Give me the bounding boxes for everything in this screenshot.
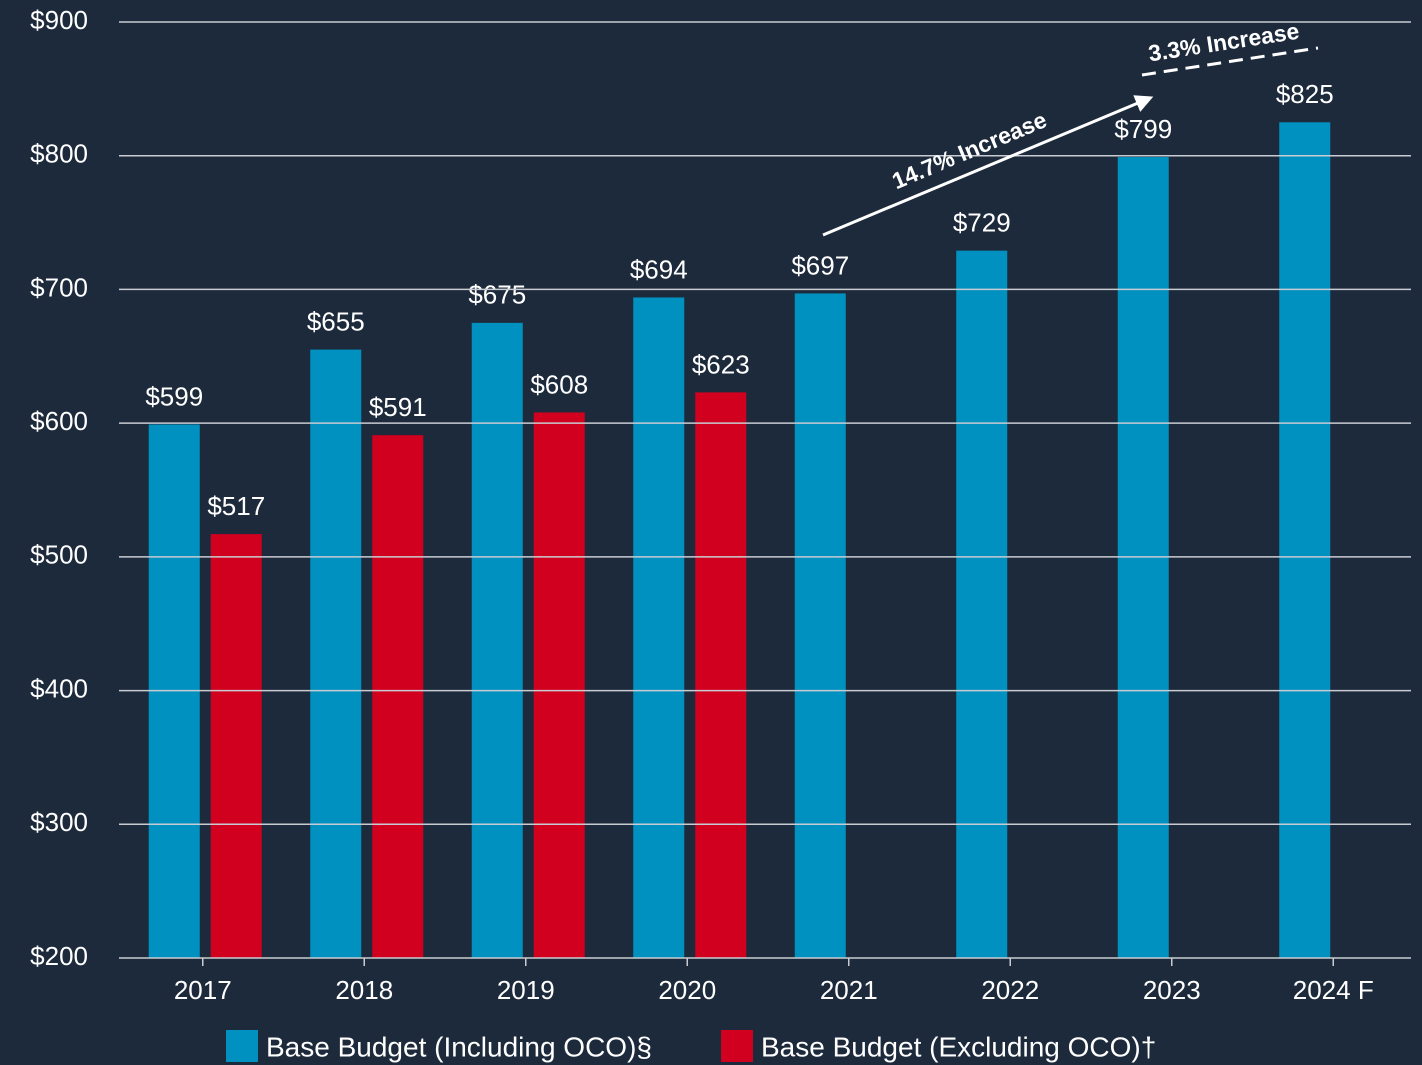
y-tick-label: $500: [30, 540, 88, 570]
bar: [956, 250, 1008, 958]
value-label: $517: [207, 491, 265, 521]
bar: [471, 322, 523, 958]
value-label: $799: [1114, 114, 1172, 144]
y-tick-label: $200: [30, 941, 88, 971]
y-tick-label: $600: [30, 406, 88, 436]
legend-swatch: [226, 1030, 258, 1062]
value-label: $825: [1276, 79, 1334, 109]
y-tick-label: $800: [30, 139, 88, 169]
y-tick-label: $700: [30, 272, 88, 302]
value-label: $608: [530, 369, 588, 399]
bar: [210, 534, 262, 958]
x-tick-label: 2022: [981, 975, 1039, 1005]
value-label: $623: [692, 349, 750, 379]
bar: [372, 435, 424, 959]
dashed-line: [1141, 46, 1319, 77]
bar: [794, 293, 846, 958]
x-tick-label: 2018: [335, 975, 393, 1005]
value-label: $729: [953, 208, 1011, 238]
y-tick-label: $400: [30, 673, 88, 703]
annotation: 3.3% Increase: [1147, 18, 1301, 67]
arrow: [822, 95, 1154, 237]
legend-label: Base Budget (Including OCO)§: [266, 1031, 652, 1062]
value-label: $655: [307, 306, 365, 336]
x-tick-label: 2023: [1143, 975, 1201, 1005]
value-label: $694: [630, 254, 688, 284]
y-tick-label: $300: [30, 807, 88, 837]
value-label: $675: [468, 280, 526, 310]
value-label: $591: [369, 392, 427, 422]
bar: [533, 412, 585, 959]
value-label: $697: [791, 250, 849, 280]
bar: [1279, 122, 1331, 959]
x-tick-label: 2021: [820, 975, 878, 1005]
bar: [633, 297, 685, 958]
bar: [310, 349, 362, 959]
x-tick-label: 2020: [658, 975, 716, 1005]
x-tick-label: 2019: [497, 975, 555, 1005]
legend-label: Base Budget (Excluding OCO)†: [761, 1031, 1156, 1062]
value-label: $599: [145, 381, 203, 411]
legend-swatch: [721, 1030, 753, 1062]
x-tick-label: 2024 F: [1293, 975, 1374, 1005]
x-tick-label: 2017: [174, 975, 232, 1005]
bar: [695, 392, 747, 959]
y-tick-label: $900: [30, 5, 88, 35]
